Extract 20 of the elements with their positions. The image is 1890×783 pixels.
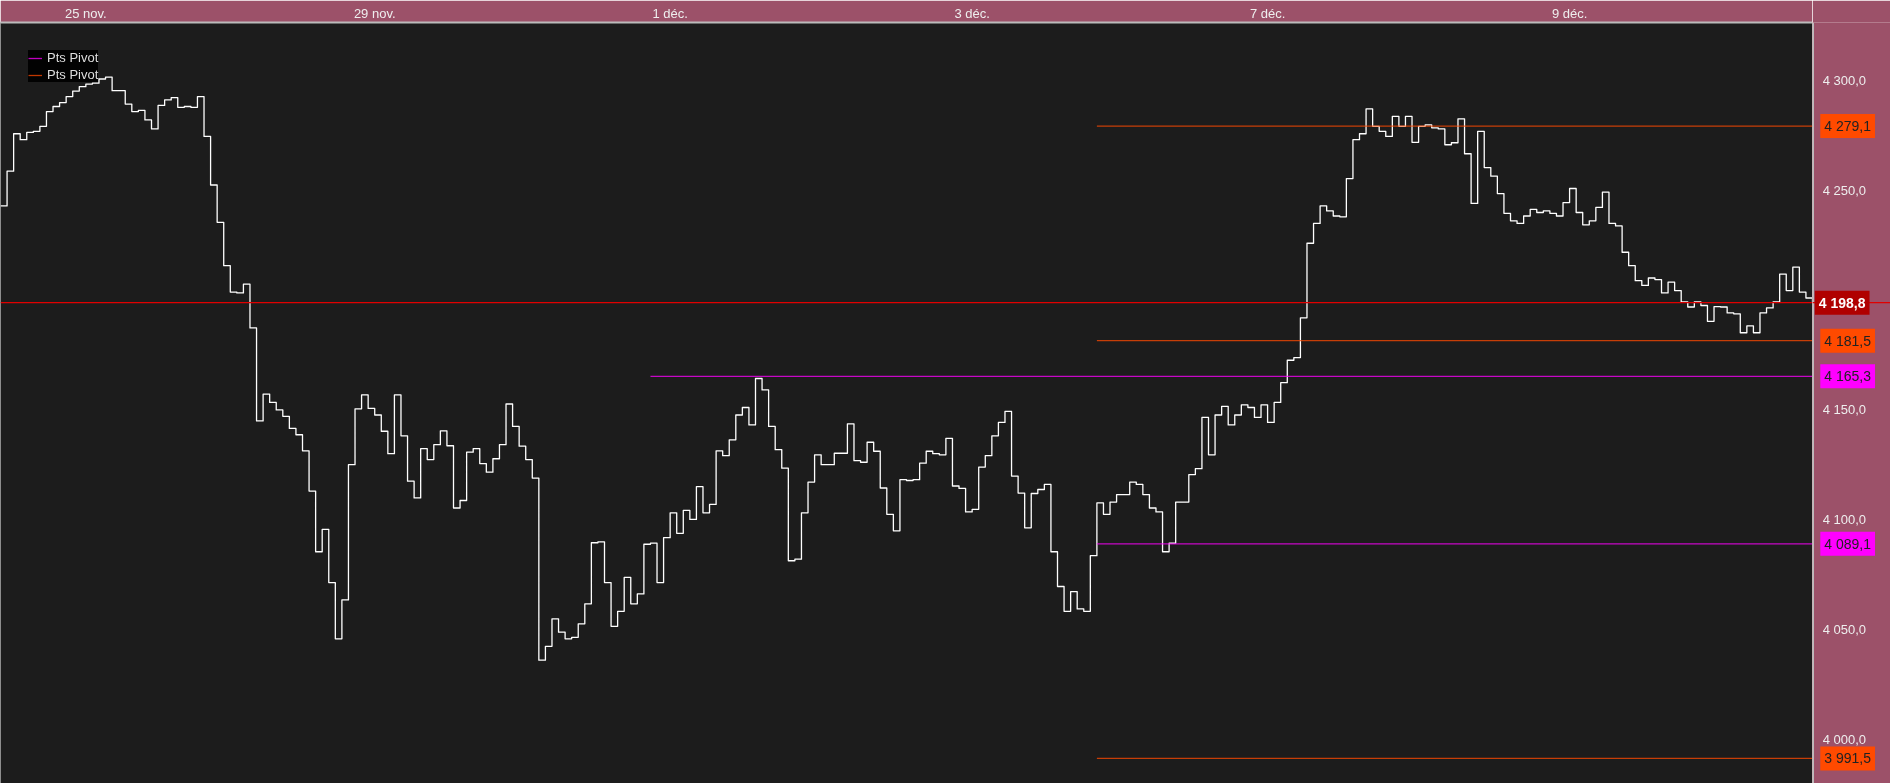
legend-label: Pts Pivot [47,50,99,65]
x-tick-label: 25 nov. [65,5,107,21]
y-tick-label: 4 100,0 [1822,512,1867,528]
x-tick-label: 9 déc. [1551,5,1588,21]
data-label: 4 181,5 [1824,332,1872,349]
x-tick-label: 7 déc. [1249,5,1286,21]
data-label: 3 991,5 [1824,750,1872,767]
legend-label: Pts Pivot [47,67,99,82]
x-tick-label: 3 déc. [954,5,990,21]
data-label: 4 089,1 [1824,535,1872,552]
ref-line-label: 4 198,8 [1818,294,1866,311]
data-label: 4 165,3 [1824,368,1872,385]
y-tick-label: 4 300,0 [1822,72,1867,88]
y-tick-label: 4 000,0 [1822,732,1867,748]
y-tick-label: 4 150,0 [1822,402,1867,418]
y-tick-label: 4 250,0 [1822,182,1867,198]
x-tick-label: 1 déc. [652,5,688,21]
y-tick-label: 4 050,0 [1822,622,1867,638]
data-label: 4 279,1 [1824,118,1872,135]
x-tick-label: 29 nov. [353,5,396,21]
